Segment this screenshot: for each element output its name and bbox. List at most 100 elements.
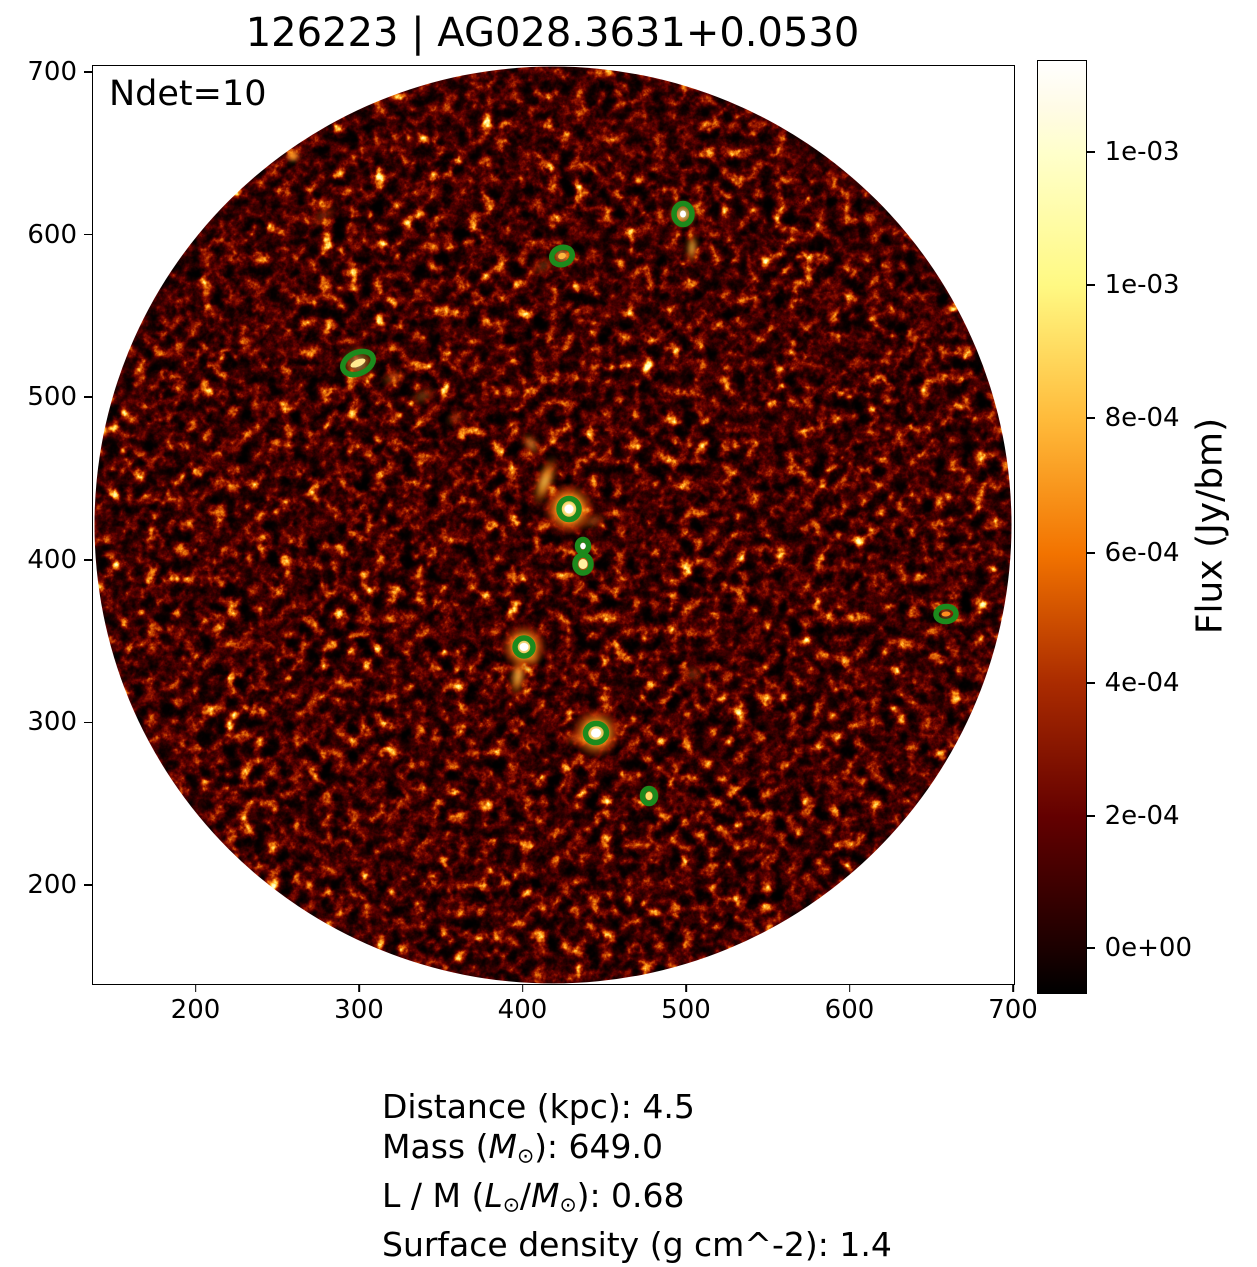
tick-mark — [84, 721, 92, 724]
y-tick: 600 — [0, 222, 92, 248]
x-tick-label: 500 — [661, 995, 711, 1025]
y-tick: 400 — [0, 547, 92, 573]
stat-segment: L / M ( — [382, 1176, 485, 1216]
x-tick-label: 200 — [170, 995, 221, 1025]
stat-line-surface-density: Surface density (g cm^-2): 1.4 — [382, 1225, 892, 1265]
tick-mark — [1086, 815, 1095, 817]
stat-segment: M — [488, 1127, 517, 1167]
tick-mark — [1086, 682, 1095, 684]
stat-segment: ): 649.0 — [534, 1127, 664, 1167]
y-tick-label: 500 — [27, 382, 77, 413]
colorbar-tick: 1e-03 — [1086, 137, 1180, 167]
colorbar-tick: 1e-03 — [1086, 272, 1180, 298]
source-peak — [591, 728, 601, 738]
stat-segment: / — [519, 1176, 531, 1216]
tick-mark — [84, 396, 92, 398]
detection-ellipse — [671, 200, 695, 228]
colorbar-tick-label: 1e-03 — [1104, 137, 1180, 167]
x-tick: 700 — [988, 984, 1038, 1023]
stat-segment: ⊙ — [516, 1143, 535, 1168]
source-peak — [350, 358, 366, 368]
colorbar-tick-label: 2e-04 — [1104, 801, 1180, 831]
tick-mark — [1086, 284, 1095, 286]
colorbar-tick: 0e+00 — [1086, 933, 1193, 963]
detection-ellipse — [933, 603, 959, 625]
stat-line-distance: Distance (kpc): 4.5 — [382, 1087, 892, 1127]
tick-mark — [848, 984, 851, 992]
y-tick: 700 — [0, 59, 92, 85]
tick-mark — [194, 984, 197, 992]
x-tick: 300 — [334, 984, 384, 1023]
tick-mark — [84, 559, 92, 561]
detection-ellipse — [512, 635, 536, 659]
x-tick: 200 — [170, 984, 221, 1025]
detection-ellipse — [340, 348, 376, 378]
source-peak — [941, 611, 951, 617]
tick-mark — [1086, 417, 1095, 419]
colorbar-tick-label: 0e+00 — [1104, 933, 1193, 963]
tick-mark — [358, 984, 360, 992]
y-tick-label: 200 — [27, 870, 77, 900]
y-tick-label: 400 — [27, 544, 77, 575]
y-tick: 500 — [0, 384, 92, 410]
detection-ellipse — [548, 244, 576, 268]
x-tick-label: 600 — [824, 995, 875, 1025]
stat-line-mass: Mass (M⊙): 649.0 — [382, 1127, 892, 1176]
y-tick-label: 300 — [27, 707, 77, 738]
stat-segment: M — [530, 1176, 560, 1216]
colorbar-tick: 8e-04 — [1086, 403, 1180, 433]
source-peak — [578, 559, 588, 569]
tick-mark — [685, 984, 687, 992]
source-peak — [519, 643, 529, 651]
colorbar-tick: 2e-04 — [1086, 801, 1180, 831]
source-peak — [558, 252, 566, 260]
colorbar-tick-label: 6e-04 — [1104, 538, 1180, 568]
tick-mark — [84, 233, 92, 236]
x-tick: 600 — [824, 984, 875, 1025]
colorbar-label: Flux (Jy/bm) — [1189, 417, 1231, 635]
stat-segment: Surface density (g cm^-2): 1.4 — [382, 1224, 892, 1264]
colorbar-tick: 4e-04 — [1086, 668, 1180, 698]
colorbar-tick-label: 8e-04 — [1104, 403, 1180, 433]
y-tick-label: 700 — [27, 57, 77, 87]
source-peak — [580, 542, 586, 550]
detection-markers — [338, 198, 959, 807]
ndet-annotation: Ndet=10 — [109, 74, 267, 114]
image-axes: Ndet=10 — [92, 65, 1015, 985]
tick-mark — [1012, 984, 1014, 992]
x-tick: 400 — [497, 984, 548, 1025]
source-peak — [564, 504, 574, 514]
x-tick: 500 — [661, 984, 711, 1023]
y-tick: 200 — [0, 872, 92, 898]
tick-mark — [84, 71, 92, 73]
colorbar-tick-label: 4e-04 — [1104, 668, 1180, 698]
source-peak — [680, 210, 686, 218]
stats-block: Distance (kpc): 4.5 Mass (M⊙): 649.0 L /… — [382, 1087, 892, 1265]
colorbar-tick: 6e-04 — [1086, 538, 1180, 568]
stat-segment: ): 0.68 — [576, 1176, 685, 1216]
stat-segment: L — [484, 1176, 503, 1216]
stat-segment: ⊙ — [559, 1192, 577, 1217]
tick-mark — [84, 884, 92, 886]
stat-line-l-over-m: L / M (L⊙/M⊙): 0.68 — [382, 1176, 892, 1225]
x-tick-label: 300 — [334, 995, 384, 1025]
colorbar — [1037, 60, 1087, 994]
flux-map — [94, 66, 1012, 984]
tick-mark — [521, 984, 524, 992]
stat-segment: Mass ( — [382, 1127, 489, 1167]
tick-mark — [1086, 151, 1095, 153]
plot-title: 126223 | AG028.3631+0.0530 — [245, 10, 860, 56]
detection-ellipse — [639, 785, 659, 807]
source-peak — [645, 792, 653, 800]
stat-segment: ⊙ — [502, 1192, 520, 1217]
y-tick: 300 — [0, 709, 92, 735]
detection-ellipse — [572, 552, 594, 576]
x-tick-label: 700 — [988, 995, 1038, 1025]
y-tick-label: 600 — [27, 219, 77, 250]
detection-ellipse — [556, 495, 582, 523]
stat-segment: Distance (kpc): 4.5 — [382, 1087, 695, 1126]
tick-mark — [1086, 552, 1095, 554]
x-tick-label: 400 — [497, 995, 548, 1025]
detection-ellipse — [582, 720, 610, 746]
